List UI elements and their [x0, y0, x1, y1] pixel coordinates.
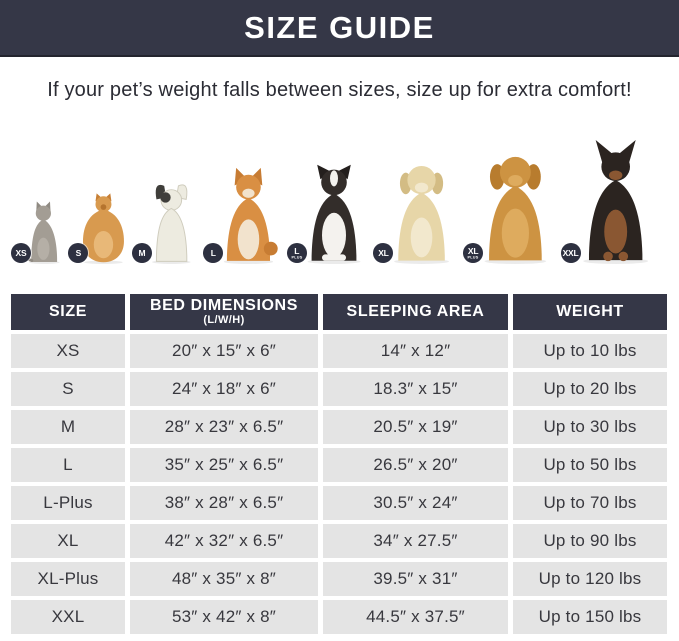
cell-size: XXL: [11, 600, 125, 634]
pet-figure-pomeranian: S: [68, 190, 132, 264]
col-sublabel: (L/W/H): [203, 313, 245, 326]
pomeranian-icon: [83, 193, 125, 264]
cell-sleeping-area: 44.5″ x 37.5″: [323, 600, 508, 634]
size-badge-s: S: [68, 243, 89, 263]
pet-figure-french-bulldog: M: [131, 180, 204, 264]
cell-weight: Up to 90 lbs: [513, 524, 667, 558]
size-badge-xs: XS: [11, 243, 31, 263]
cell-size: L-Plus: [11, 486, 125, 520]
table-row-xs: XS 20″ x 15″ x 6″ 14″ x 12″ Up to 10 lbs: [11, 334, 667, 368]
cell-bed-dimensions: 28″ x 23″ x 6.5″: [130, 410, 318, 444]
table-row-l-plus: L-Plus 38″ x 28″ x 6.5″ 30.5″ x 24″ Up t…: [11, 486, 667, 520]
cell-sleeping-area: 20.5″ x 19″: [323, 410, 508, 444]
cell-bed-dimensions: 48″ x 35″ x 8″: [130, 562, 318, 596]
badge-label: L: [210, 247, 216, 258]
cell-size: XS: [11, 334, 125, 368]
col-label: SLEEPING AREA: [346, 302, 485, 320]
cell-weight: Up to 50 lbs: [513, 448, 667, 482]
cell-size: L: [11, 448, 125, 482]
size-badge-l: L: [203, 243, 224, 263]
gray-cat-icon: [23, 201, 60, 264]
col-label: SIZE: [49, 302, 87, 320]
table-row-xl: XL 42″ x 32″ x 6.5″ 34″ x 27.5″ Up to 90…: [11, 524, 667, 558]
table-header-row: SIZE BED DIMENSIONS (L/W/H) SLEEPING ARE…: [11, 294, 667, 330]
col-header-bed-dimensions: BED DIMENSIONS (L/W/H): [130, 294, 318, 330]
badge-label: XL: [467, 245, 479, 256]
size-table: SIZE BED DIMENSIONS (L/W/H) SLEEPING ARE…: [6, 290, 672, 638]
table-row-s: S 24″ x 18″ x 6″ 18.3″ x 15″ Up to 20 lb…: [11, 372, 667, 406]
badge-label: S: [75, 247, 82, 258]
page-title: SIZE GUIDE: [244, 9, 435, 45]
badge-label: XL: [378, 247, 389, 258]
cell-bed-dimensions: 38″ x 28″ x 6.5″: [130, 486, 318, 520]
size-badge-xxl: XXL: [560, 243, 581, 263]
col-header-weight: WEIGHT: [513, 294, 667, 330]
badge-label: L: [294, 245, 300, 256]
pet-figure-labrador: XL: [373, 156, 463, 264]
pet-figure-golden-retriever: XL PLUS: [463, 146, 561, 264]
table-row-xxl: XXL 53″ x 42″ x 8″ 44.5″ x 37.5″ Up to 1…: [11, 600, 667, 634]
table-row-l: L 35″ x 25″ x 6.5″ 26.5″ x 20″ Up to 50 …: [11, 448, 667, 482]
cell-sleeping-area: 26.5″ x 20″: [323, 448, 508, 482]
pet-figure-shiba-inu: L: [203, 164, 287, 264]
cell-bed-dimensions: 53″ x 42″ x 8″: [130, 600, 318, 634]
size-badge-l-plus: L PLUS: [286, 243, 307, 263]
labrador-icon: [394, 165, 450, 264]
shiba-inu-icon: [224, 167, 278, 264]
badge-sublabel: PLUS: [291, 255, 303, 260]
badge-sublabel: PLUS: [467, 255, 479, 260]
table-row-m: M 28″ x 23″ x 6.5″ 20.5″ x 19″ Up to 30 …: [11, 410, 667, 444]
cell-sleeping-area: 14″ x 12″: [323, 334, 508, 368]
col-label: WEIGHT: [556, 302, 624, 320]
badge-label: XXL: [562, 247, 579, 258]
cell-weight: Up to 150 lbs: [513, 600, 667, 634]
french-bulldog-icon: [151, 184, 191, 264]
cell-size: XL: [11, 524, 125, 558]
cell-weight: Up to 10 lbs: [513, 334, 667, 368]
golden-retriever-icon: [484, 156, 547, 264]
cell-sleeping-area: 39.5″ x 31″: [323, 562, 508, 596]
badge-label: M: [138, 247, 146, 258]
cell-size: M: [11, 410, 125, 444]
cell-weight: Up to 120 lbs: [513, 562, 667, 596]
pet-figure-cat: XS: [11, 198, 69, 264]
cell-bed-dimensions: 42″ x 32″ x 6.5″: [130, 524, 318, 558]
col-label: BED DIMENSIONS: [150, 296, 298, 314]
subtitle: If your pet’s weight falls between sizes…: [47, 79, 632, 101]
pet-figure-doberman: XXL: [560, 140, 663, 264]
pet-figure-border-collie: L PLUS: [286, 160, 374, 264]
size-badge-m: M: [131, 243, 152, 263]
pet-size-lineup: XS S: [0, 108, 679, 266]
doberman-icon: [582, 140, 648, 264]
cell-bed-dimensions: 20″ x 15″ x 6″: [130, 334, 318, 368]
col-header-size: SIZE: [11, 294, 125, 330]
border-collie-icon: [307, 164, 361, 264]
cell-weight: Up to 70 lbs: [513, 486, 667, 520]
cell-size: XL-Plus: [11, 562, 125, 596]
header-bar: SIZE GUIDE: [0, 0, 679, 57]
col-header-sleeping-area: SLEEPING AREA: [323, 294, 508, 330]
cell-sleeping-area: 18.3″ x 15″: [323, 372, 508, 406]
size-badge-xl-plus: XL PLUS: [463, 243, 484, 263]
size-badge-xl: XL: [373, 243, 394, 263]
cell-size: S: [11, 372, 125, 406]
cell-sleeping-area: 34″ x 27.5″: [323, 524, 508, 558]
cell-sleeping-area: 30.5″ x 24″: [323, 486, 508, 520]
cell-weight: Up to 20 lbs: [513, 372, 667, 406]
cell-weight: Up to 30 lbs: [513, 410, 667, 444]
cell-bed-dimensions: 24″ x 18″ x 6″: [130, 372, 318, 406]
cell-bed-dimensions: 35″ x 25″ x 6.5″: [130, 448, 318, 482]
table-row-xl-plus: XL-Plus 48″ x 35″ x 8″ 39.5″ x 31″ Up to…: [11, 562, 667, 596]
badge-label: XS: [15, 247, 27, 258]
